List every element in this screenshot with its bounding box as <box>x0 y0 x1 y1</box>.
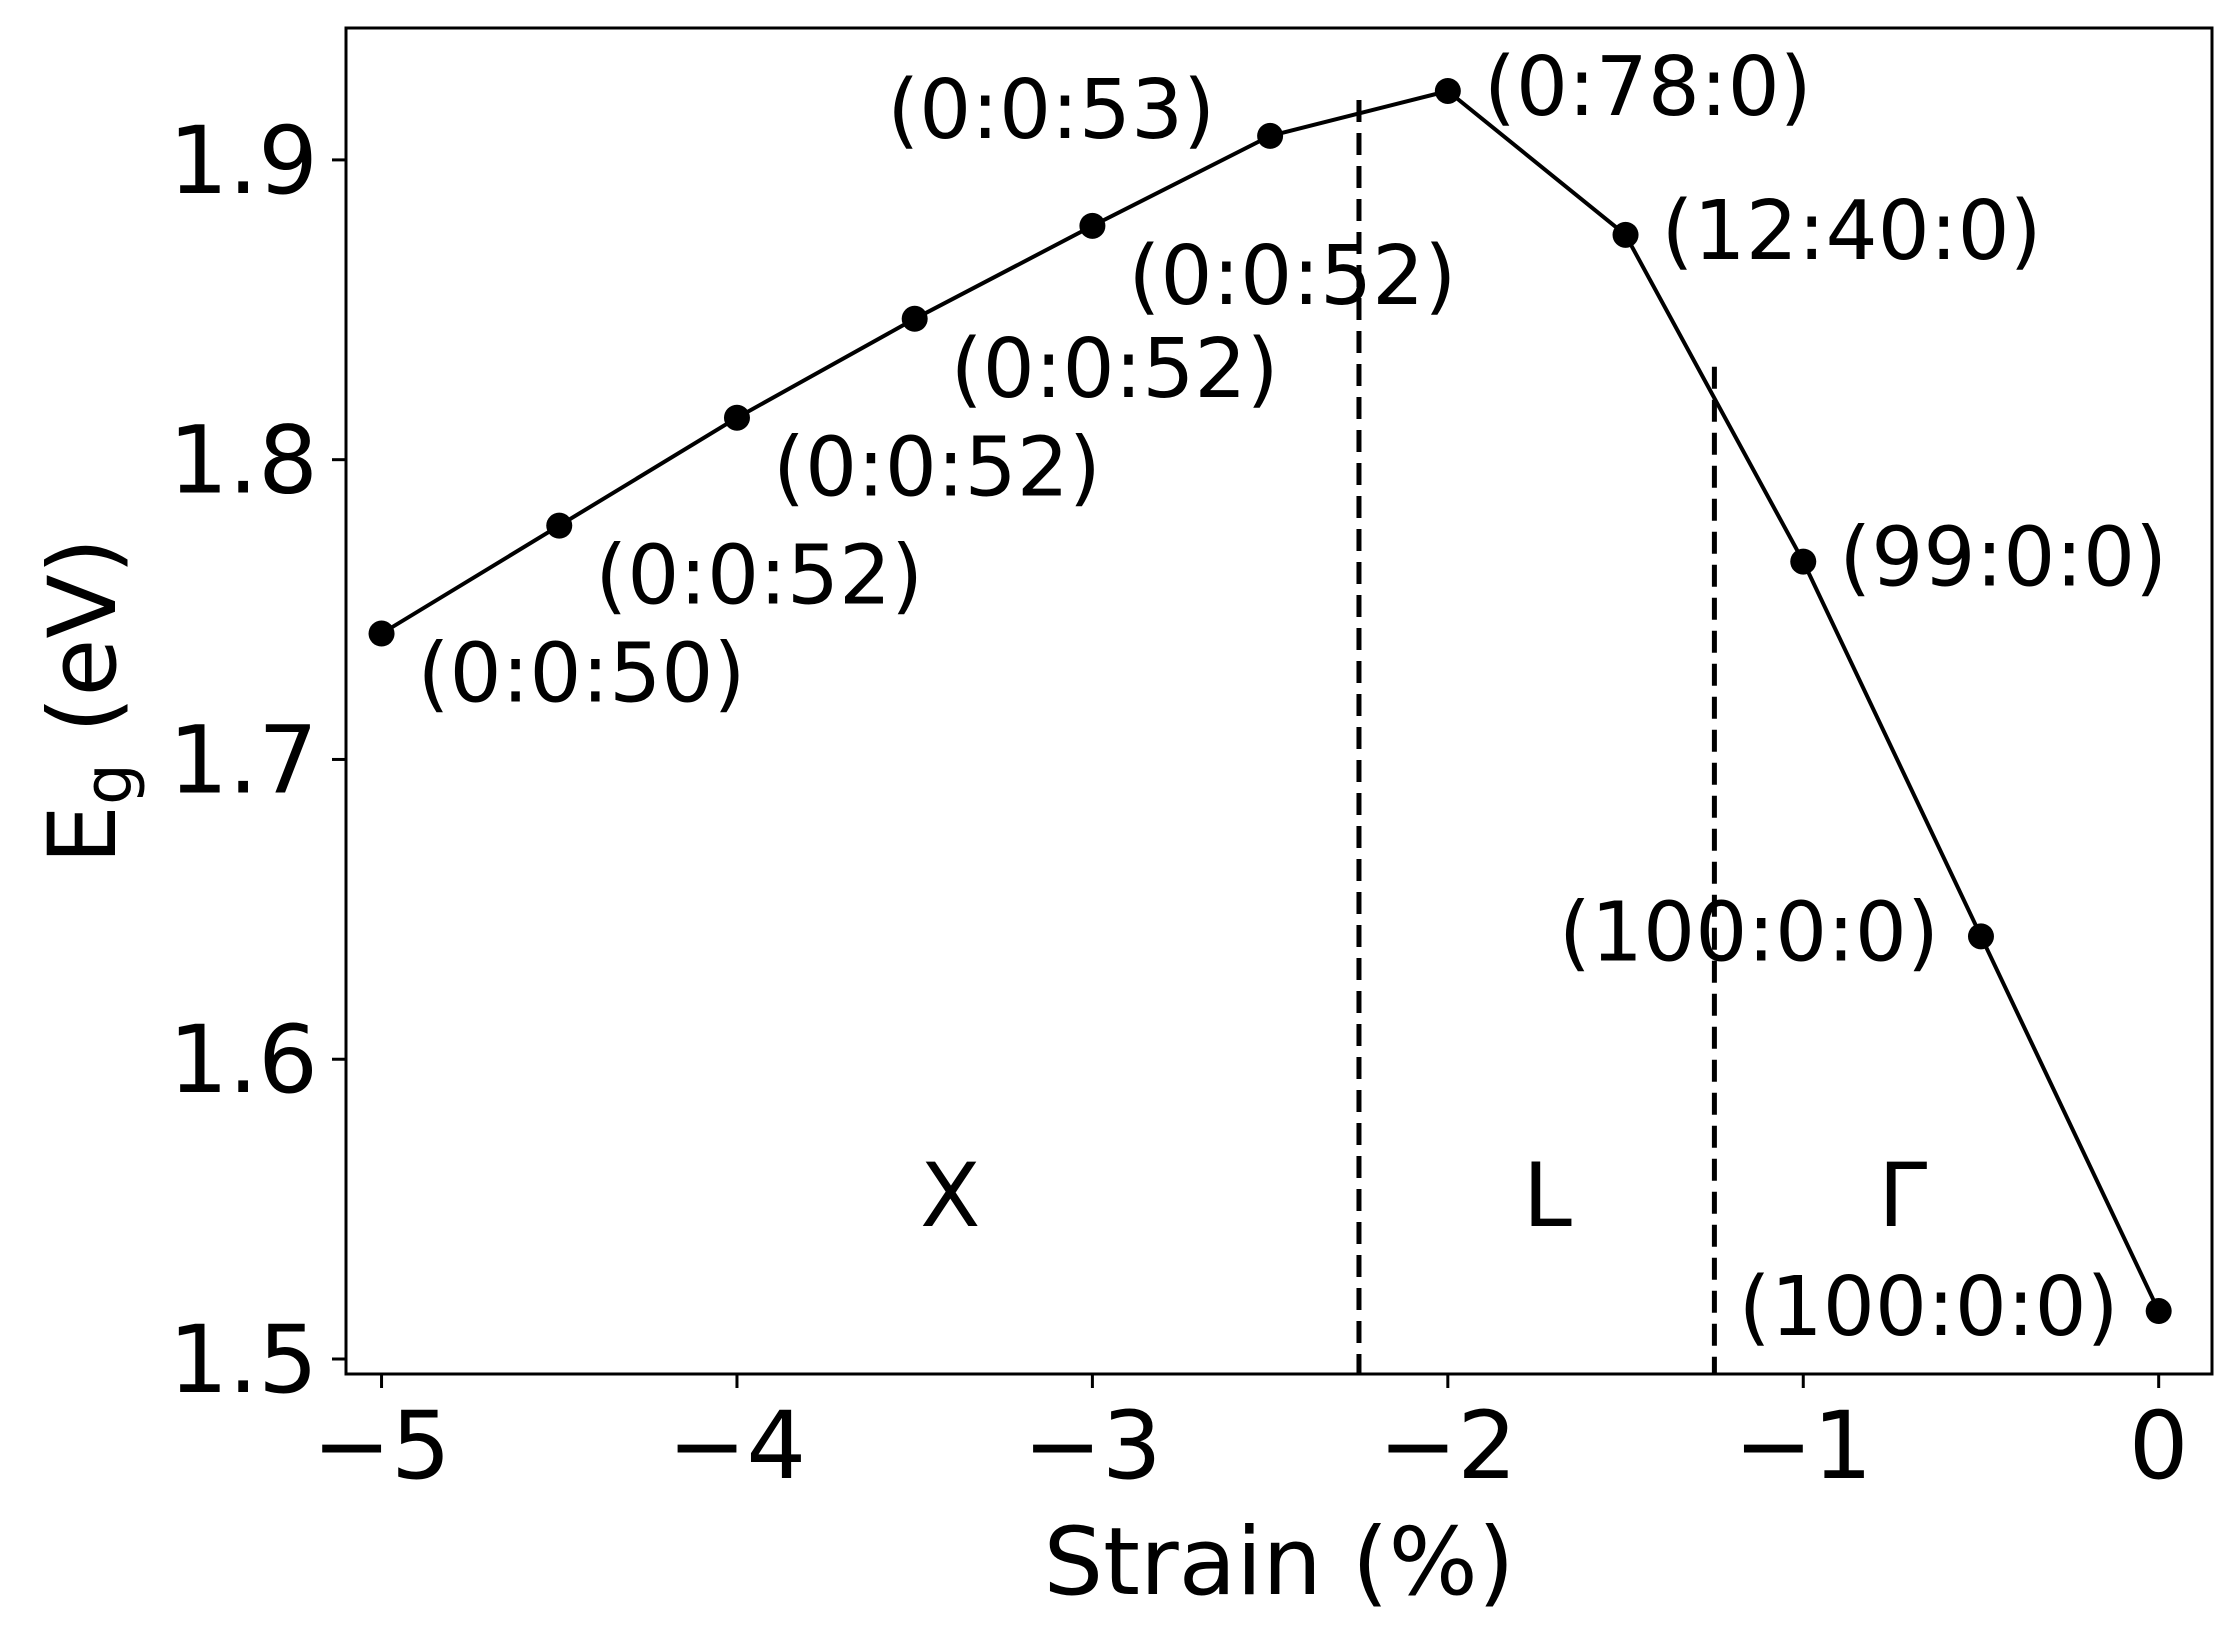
y-axis-title-main: E <box>29 805 138 864</box>
y-axis-ticks: 1.5 1.6 1.7 1.8 1.9 <box>169 107 346 1415</box>
data-point <box>1612 221 1639 248</box>
y-axis-title-unit: (eV) <box>29 538 138 763</box>
region-dividers <box>1356 99 1717 1374</box>
data-point <box>368 620 395 647</box>
x-axis-title: Strain (%) <box>1043 1508 1514 1617</box>
data-point <box>1790 548 1817 575</box>
x-tick-label: −2 <box>1379 1392 1518 1501</box>
point-label: (0:0:52) <box>595 529 923 624</box>
point-label: (0:0:53) <box>887 63 1215 158</box>
x-tick-label: −5 <box>312 1392 451 1501</box>
data-point <box>723 404 750 431</box>
point-label: (0:0:52) <box>773 421 1101 516</box>
data-markers <box>368 77 2172 1325</box>
region-label: X <box>920 1144 980 1247</box>
point-label: (0:0:52) <box>951 322 1279 417</box>
point-label: (0:0:50) <box>418 627 746 722</box>
x-tick-label: −3 <box>1023 1392 1162 1501</box>
x-tick-label: 0 <box>2129 1392 2189 1501</box>
x-axis-ticks: −5 −4 −3 −2 −1 0 <box>312 1374 2189 1501</box>
y-tick-label: 1.5 <box>169 1306 319 1415</box>
y-axis-title-subscript: g <box>70 763 147 805</box>
y-tick-label: 1.7 <box>169 706 319 815</box>
data-point <box>1967 923 1994 950</box>
point-label: (99:0:0) <box>1839 511 2167 606</box>
point-label: (100:0:0) <box>1559 885 1939 980</box>
y-tick-label: 1.9 <box>169 107 319 216</box>
point-label: (0:78:0) <box>1484 40 1812 135</box>
data-point <box>546 512 573 539</box>
data-point <box>1434 77 1461 104</box>
point-label: (100:0:0) <box>1739 1260 2119 1355</box>
y-tick-label: 1.6 <box>169 1006 319 1115</box>
data-point <box>1079 212 1106 239</box>
point-label: (0:0:52) <box>1128 229 1456 324</box>
y-tick-label: 1.8 <box>169 407 319 516</box>
data-point <box>1257 122 1284 149</box>
data-point <box>2145 1298 2172 1325</box>
y-axis-title: Eg (eV) <box>29 538 147 865</box>
x-tick-label: −4 <box>668 1392 807 1501</box>
point-labels: (0:0:50)(0:0:52)(0:0:52)(0:0:52)(0:0:52)… <box>418 40 2168 1355</box>
point-label: (12:40:0) <box>1662 184 2042 279</box>
x-tick-label: −1 <box>1734 1392 1873 1501</box>
region-label: L <box>1523 1144 1572 1247</box>
data-point <box>901 305 928 332</box>
region-label: Γ <box>1878 1144 1927 1247</box>
plot-frame <box>344 26 2214 1376</box>
